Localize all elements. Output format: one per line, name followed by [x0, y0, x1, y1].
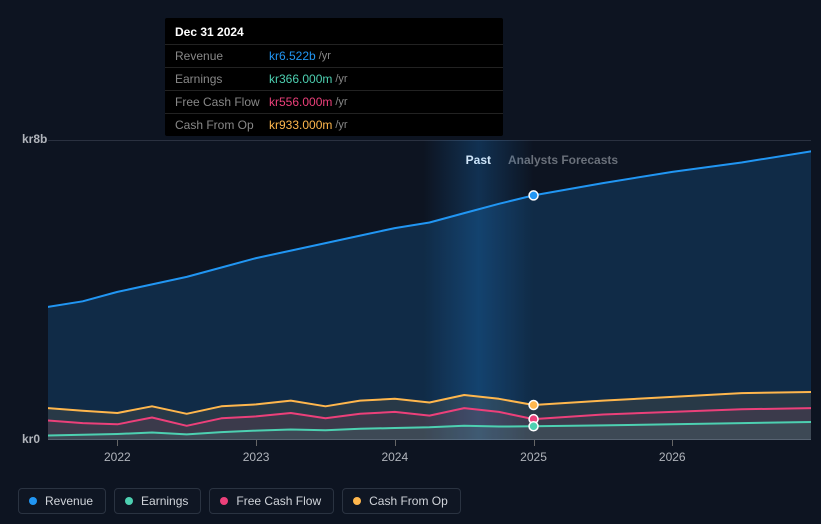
financial-chart: Dec 31 2024 Revenuekr6.522b/yrEarningskr… [0, 0, 821, 524]
legend-dot-icon [353, 497, 361, 505]
x-axis-label: 2024 [381, 450, 408, 464]
x-axis-tick [395, 440, 396, 446]
legend-label: Cash From Op [369, 494, 448, 508]
tooltip-row-label: Free Cash Flow [175, 95, 269, 109]
tooltip-row-value: kr933.000m [269, 118, 332, 132]
tooltip-row: Earningskr366.000m/yr [165, 67, 503, 90]
legend-label: Earnings [141, 494, 188, 508]
legend-dot-icon [220, 497, 228, 505]
tooltip-row-unit: /yr [335, 73, 347, 85]
tooltip-row-value: kr366.000m [269, 72, 332, 86]
x-axis: 2022 2023 2024 2025 2026 [48, 448, 811, 468]
legend-item-cash-from-op[interactable]: Cash From Op [342, 488, 461, 514]
tooltip-row-unit: /yr [335, 119, 347, 131]
x-axis-tick [672, 440, 673, 446]
tooltip-row: Free Cash Flowkr556.000m/yr [165, 90, 503, 113]
tooltip-row-label: Revenue [175, 49, 269, 63]
chart-legend: Revenue Earnings Free Cash Flow Cash From O… [18, 488, 461, 514]
legend-item-free-cash-flow[interactable]: Free Cash Flow [209, 488, 334, 514]
legend-label: Revenue [45, 494, 93, 508]
x-axis-tick [534, 440, 535, 446]
tooltip-row-label: Cash From Op [175, 118, 269, 132]
x-axis-label: 2025 [520, 450, 547, 464]
tooltip-row-unit: /yr [335, 96, 347, 108]
x-axis-label: 2022 [104, 450, 131, 464]
tooltip-row: Revenuekr6.522b/yr [165, 44, 503, 67]
x-axis-label: 2023 [243, 450, 270, 464]
chart-tooltip: Dec 31 2024 Revenuekr6.522b/yrEarningskr… [165, 18, 503, 136]
x-axis-tick [256, 440, 257, 446]
legend-label: Free Cash Flow [236, 494, 321, 508]
tooltip-row-value: kr556.000m [269, 95, 332, 109]
legend-item-earnings[interactable]: Earnings [114, 488, 201, 514]
tooltip-row-unit: /yr [319, 50, 331, 62]
y-axis-label: kr8b [22, 132, 47, 146]
legend-dot-icon [125, 497, 133, 505]
tooltip-row-label: Earnings [175, 72, 269, 86]
plot-area[interactable] [48, 140, 811, 440]
tooltip-date: Dec 31 2024 [165, 18, 503, 44]
legend-dot-icon [29, 497, 37, 505]
x-axis-tick [117, 440, 118, 446]
y-axis-label: kr0 [22, 432, 40, 446]
x-axis-label: 2026 [659, 450, 686, 464]
tooltip-row-value: kr6.522b [269, 49, 316, 63]
legend-item-revenue[interactable]: Revenue [18, 488, 106, 514]
tooltip-row: Cash From Opkr933.000m/yr [165, 113, 503, 136]
